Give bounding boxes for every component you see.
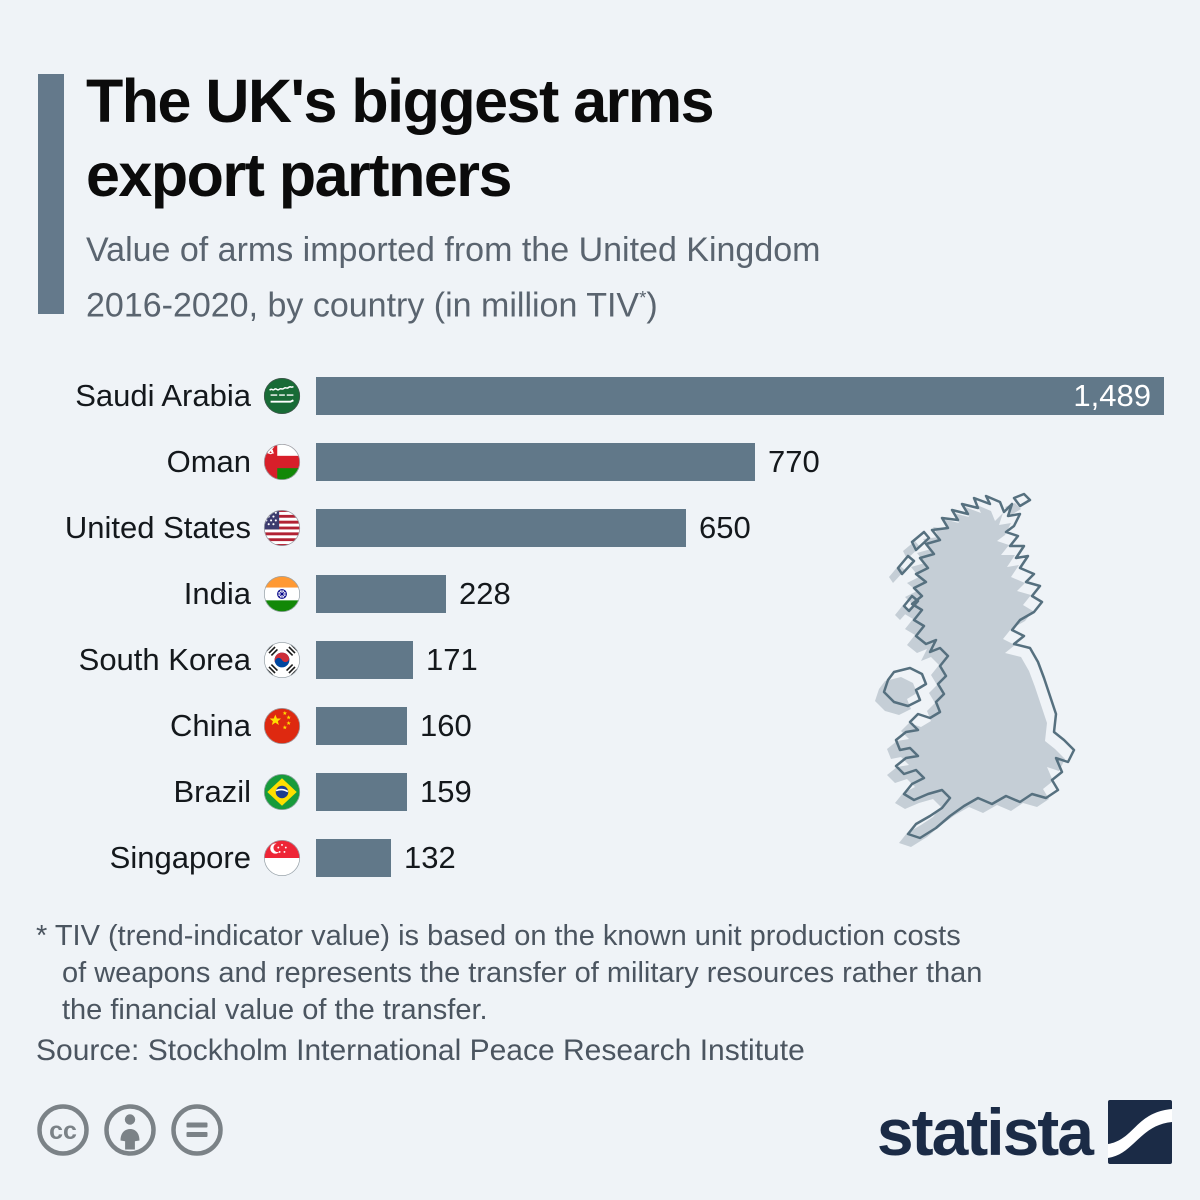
bar-track: 132 [316,839,1167,877]
bar [316,509,686,547]
cc-icon[interactable]: cc [35,1102,91,1163]
chart-row: Oman 770 [35,443,1167,481]
chart-row: United States 650 [35,509,1167,547]
uk-map [845,490,1080,867]
bar-track: 1,489 [316,377,1167,415]
bar [316,773,407,811]
cc-license[interactable]: cc [35,1102,225,1163]
singapore-flag-icon [263,839,301,877]
country-label: China [170,708,251,743]
attribution-icon[interactable] [102,1102,158,1163]
value-label: 132 [404,840,456,875]
bar-chart: Saudi Arabia 1,489 Oman 770 United State… [35,377,1167,905]
subtitle-line-2-text: 2016-2020, by country (in million TIV [86,286,640,325]
bar [316,839,391,877]
country-label: India [183,576,251,611]
value-label: 159 [420,774,472,809]
footnote: * TIV (trend-indicator value) is based o… [36,918,982,1029]
united-states-flag-icon [263,509,301,547]
no-derivatives-icon[interactable] [169,1102,225,1163]
bar [316,641,413,679]
country-label: United States [64,510,251,545]
page-title: The UK's biggest arms export partners [86,64,715,212]
statista-logo[interactable]: statista [876,1095,1172,1169]
page-subtitle: Value of arms imported from the United K… [86,226,821,329]
value-label: 171 [426,642,478,677]
country-label: Saudi Arabia [75,378,251,413]
country-label: Oman [166,444,251,479]
country-label: Brazil [173,774,251,809]
value-label: 160 [420,708,472,743]
chart-row: India 228 [35,575,1167,613]
footnote-line-2: of weapons and represents the transfer o… [62,957,983,989]
bar: 1,489 [316,377,1164,415]
bar-track: 159 [316,773,1167,811]
statista-wordmark: statista [876,1095,1094,1169]
india-flag-icon [263,575,301,613]
subtitle-line-1: Value of arms imported from the United K… [86,231,821,269]
subtitle-line-2-close: ) [646,286,658,325]
bar [316,443,755,481]
bar-track: 650 [316,509,1167,547]
chart-row: Singapore 132 [35,839,1167,877]
footnote-asterisk: * [639,287,647,308]
china-flag-icon [263,707,301,745]
bar [316,575,446,613]
title-line-2: export partners [86,141,512,209]
chart-row: Saudi Arabia 1,489 [35,377,1167,415]
footnote-line-1: * TIV (trend-indicator value) is based o… [36,920,961,952]
title-accent-bar [38,74,64,314]
south-korea-flag-icon [263,641,301,679]
value-label: 770 [768,444,820,479]
value-label: 650 [699,510,751,545]
chart-row: China 160 [35,707,1167,745]
subtitle-line-2: 2016-2020, by country (in million TIV*) [86,274,821,329]
country-label: Singapore [109,840,251,875]
title-line-1: The UK's biggest arms [86,67,715,135]
country-label: South Korea [78,642,251,677]
chart-row: Brazil 159 [35,773,1167,811]
value-label: 228 [459,576,511,611]
statista-mark-icon [1108,1100,1172,1164]
source-line: Source: Stockholm International Peace Re… [36,1034,805,1067]
bar-track: 160 [316,707,1167,745]
bar [316,707,407,745]
brazil-flag-icon [263,773,301,811]
chart-row: South Korea 171 [35,641,1167,679]
svg-text:cc: cc [49,1117,77,1145]
value-label: 1,489 [1073,378,1151,413]
oman-flag-icon [263,443,301,481]
bar-track: 228 [316,575,1167,613]
footnote-line-3: the financial value of the transfer. [62,994,488,1026]
saudi-arabia-flag-icon [263,377,301,415]
bar-track: 171 [316,641,1167,679]
bar-track: 770 [316,443,1167,481]
